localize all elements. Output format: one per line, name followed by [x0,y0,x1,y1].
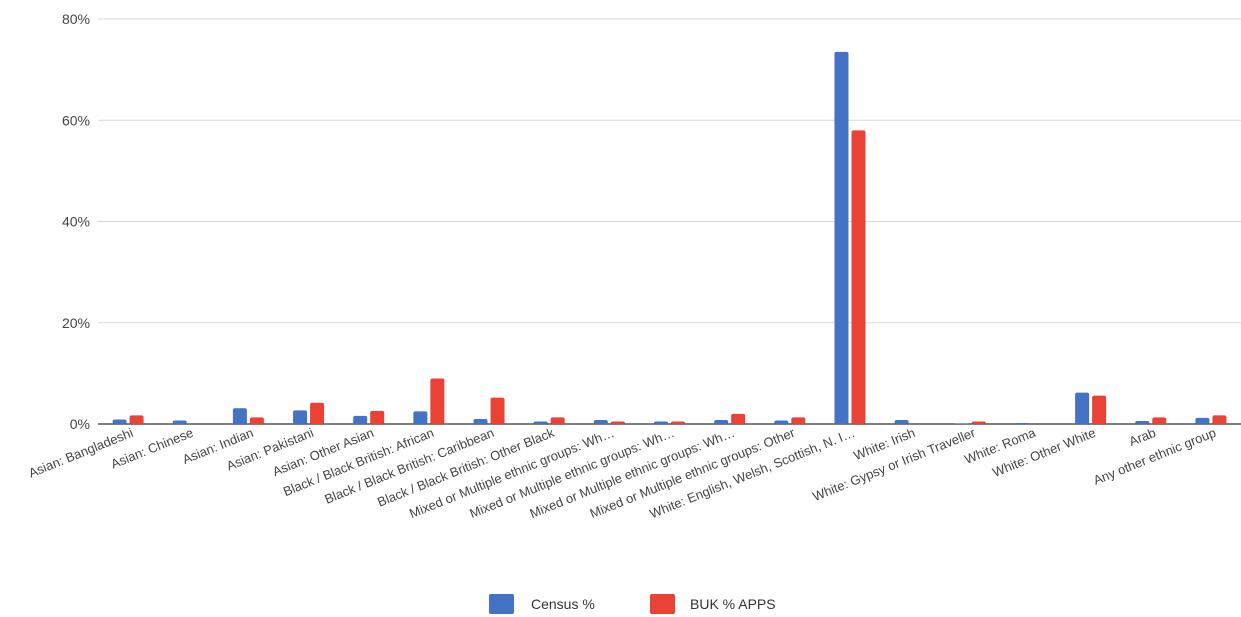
y-tick-label: 0% [70,416,90,432]
bar-buk-18 [1212,415,1227,424]
bar-census-2 [232,408,247,424]
legend-swatch-buk[interactable] [650,594,675,614]
bar-census-11 [774,420,789,424]
x-tick-label: Arab [1127,425,1158,449]
bar-buk-12 [851,130,866,424]
bar-buk-9 [671,421,685,424]
y-tick-label: 40% [62,214,90,230]
bar-buk-16 [1092,395,1107,424]
bar-buk-17 [1152,417,1167,424]
bar-buk-11 [791,417,806,424]
bar-census-3 [293,410,308,424]
bar-census-10 [714,419,729,424]
bar-census-8 [593,419,608,424]
bar-census-14 [954,423,969,424]
bar-buk-10 [731,413,746,424]
bar-buk-8 [610,421,625,424]
bar-census-9 [654,421,668,424]
bar-census-12 [834,51,849,424]
bar-census-5 [413,411,428,424]
bar-buk-0 [129,415,144,424]
bar-buk-6 [490,397,505,424]
legend: Census % BUK % APPS [489,594,776,614]
bar-buk-2 [249,417,264,424]
bar-census-18 [1195,417,1210,424]
bar-census-0 [112,419,127,424]
bar-census-6 [473,418,488,424]
bar-census-17 [1135,420,1150,424]
y-tick-label: 80% [62,11,90,27]
bar-buk-5 [430,378,445,424]
bar-census-1 [172,420,187,424]
grid-lines [98,18,1241,425]
y-tick-label: 20% [62,315,90,331]
bar-census-7 [533,421,548,424]
bar-census-4 [353,415,368,424]
legend-label-census[interactable]: Census % [531,596,595,612]
bar-census-15 [1014,422,1029,424]
y-axis: 0% 20% 40% 60% 80% [62,11,90,432]
bar-buk-14 [971,421,986,424]
bar-census-16 [1075,392,1090,424]
y-tick-label: 60% [62,112,90,128]
bar-buk-3 [310,402,325,424]
legend-label-buk[interactable]: BUK % APPS [690,596,776,612]
bar-census-13 [894,419,909,424]
legend-swatch-census[interactable] [489,594,514,614]
bars [112,51,1227,424]
bar-buk-7 [550,417,565,424]
bar-buk-4 [370,410,385,424]
x-tick-label: White: Other White [990,425,1097,480]
